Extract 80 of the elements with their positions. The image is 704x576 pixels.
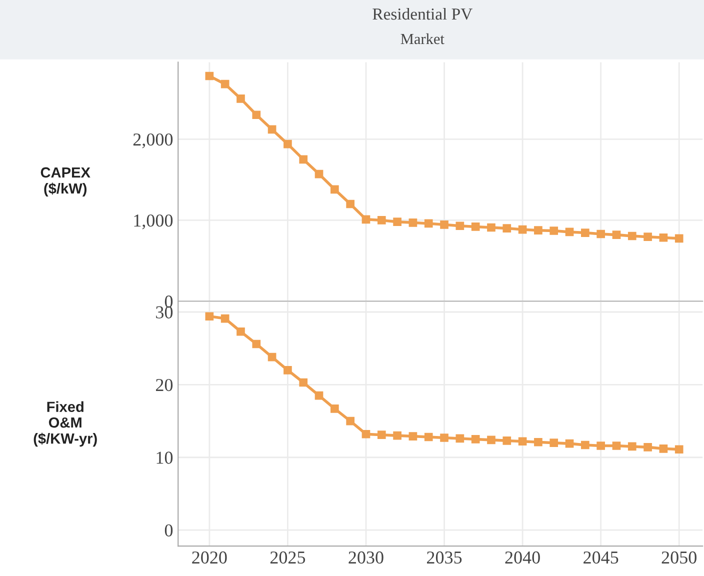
point [424, 219, 433, 228]
point [236, 327, 245, 336]
chart-title: Residential PV [372, 8, 472, 20]
point [644, 443, 652, 452]
y-tick-label: 2,000 [133, 133, 173, 148]
y-tick-label: 0 [164, 296, 173, 308]
point [252, 340, 261, 348]
point [518, 225, 527, 234]
point [674, 445, 684, 454]
point [644, 232, 652, 241]
point [440, 434, 448, 442]
x-tick-label: 2020 [192, 551, 227, 564]
point [393, 431, 402, 440]
point [268, 125, 276, 134]
y-tick-label: 10 [156, 452, 173, 464]
point [596, 230, 605, 238]
point [487, 223, 496, 232]
point [534, 438, 542, 446]
x-tick-label: 2045 [584, 551, 618, 564]
y-axis-title: CAPEX ($/kW) [40, 167, 90, 197]
point [346, 416, 354, 426]
point [471, 435, 480, 444]
point [362, 215, 370, 224]
point [377, 430, 386, 440]
point [236, 94, 245, 103]
point [487, 436, 496, 444]
point [471, 222, 480, 231]
point [456, 222, 464, 230]
point [612, 442, 621, 450]
y-tick-label: 0 [164, 524, 173, 536]
point [314, 170, 324, 178]
point [565, 439, 574, 448]
x-tick-label: 2030 [348, 551, 384, 564]
point [659, 444, 668, 453]
point [205, 72, 214, 80]
point [596, 442, 605, 450]
y-tick-label: 20 [156, 378, 173, 392]
point [550, 438, 558, 447]
y-tick-label: 1,000 [134, 214, 173, 230]
point [362, 430, 370, 438]
point [252, 110, 261, 120]
point [346, 200, 354, 208]
point [299, 155, 308, 164]
point [408, 218, 418, 227]
point [518, 437, 527, 446]
point [330, 185, 339, 194]
point [220, 80, 230, 88]
point [330, 404, 339, 413]
point [581, 228, 590, 237]
x-tick-label: 2035 [427, 551, 462, 564]
point [456, 434, 464, 443]
point [674, 234, 684, 243]
point [299, 378, 308, 387]
y-tick-label: 30 [156, 306, 173, 318]
point [220, 314, 230, 323]
point [502, 224, 512, 232]
point [393, 218, 402, 226]
point [565, 228, 574, 236]
point [628, 442, 636, 451]
point [628, 232, 636, 240]
x-tick-label: 2050 [662, 551, 696, 564]
chart-subtitle: Market [400, 33, 444, 44]
point [268, 352, 276, 362]
y-axis-title: Fixed O&M ($/KW-yr) [34, 401, 97, 447]
point [502, 436, 512, 445]
x-tick-label: 2040 [505, 551, 540, 564]
point [284, 366, 292, 374]
point [534, 226, 542, 235]
point [424, 432, 433, 442]
point [612, 230, 621, 239]
x-tick-label: 2025 [270, 551, 306, 564]
point [659, 233, 668, 242]
point [377, 216, 386, 224]
point [314, 391, 324, 400]
point [284, 140, 292, 148]
point [440, 220, 448, 229]
point [408, 432, 418, 440]
point [205, 312, 214, 321]
point [581, 440, 590, 450]
point [550, 226, 558, 235]
